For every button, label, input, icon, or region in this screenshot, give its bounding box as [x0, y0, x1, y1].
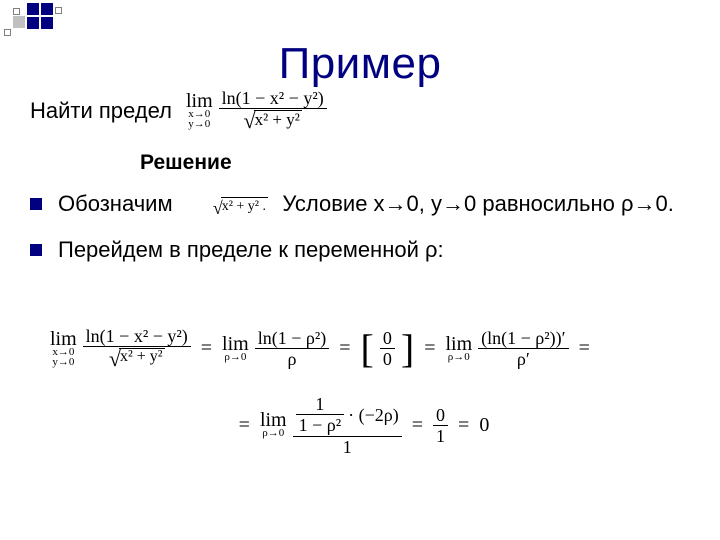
zero-over-zero: 0 0 [380, 328, 395, 369]
equation-block: lim x→0y→0 ln(1 − x² − y²) x² + y² = lim… [30, 326, 694, 479]
lim-xy: lim x→0y→0 [50, 330, 77, 368]
inline-assignment: x² + y² . [213, 199, 272, 218]
lim-rho-2: lim ρ→0 [445, 335, 472, 363]
bullet-marker [30, 198, 42, 210]
sqrt-denominator: x² + y² [244, 110, 302, 132]
final-result: 0 [479, 414, 489, 437]
frac-result: 0 1 [433, 405, 448, 446]
open-bracket: [ [361, 337, 374, 361]
problem-statement: Найти предел lim x→0y→0 ln(1 − x² − y²) … [30, 88, 694, 133]
lim-rho-3: lim ρ→0 [260, 411, 287, 439]
find-limit-text: Найти предел [30, 98, 172, 124]
lim-rho-1: lim ρ→0 [222, 335, 249, 363]
bullet-1: Обозначим x² + y² . Условие x→0, y→0 рав… [30, 189, 694, 221]
equation-row-1: lim x→0y→0 ln(1 − x² − y²) x² + y² = lim… [30, 326, 694, 371]
bullet-1-text: Обозначим x² + y² . Условие x→0, y→0 рав… [58, 189, 694, 221]
slide-title: Пример [0, 39, 720, 89]
bullet-2: Перейдем в пределе к переменной ρ: [30, 235, 694, 265]
slide-body: Найти предел lim x→0y→0 ln(1 − x² − y²) … [30, 88, 694, 279]
frac-deriv: (ln(1 − ρ²))′ ρ′ [478, 328, 568, 369]
sqrt-xy: x² + y² . [213, 197, 268, 217]
equation-row-2: = lim ρ→0 1 1 − ρ² · (−2ρ) 1 = 0 1 = 0 [30, 393, 694, 457]
frac-xy: ln(1 − x² − y²) x² + y² [83, 326, 191, 371]
close-bracket: ] [401, 337, 414, 361]
main-fraction: ln(1 − x² − y²) x² + y² [219, 88, 327, 133]
solution-heading: Решение [140, 151, 694, 175]
bullet-marker [30, 244, 42, 256]
bullet-2-text: Перейдем в пределе к переменной ρ: [58, 235, 694, 265]
limit-operator: lim x→0y→0 [186, 92, 213, 130]
frac-chain: 1 1 − ρ² · (−2ρ) 1 [293, 393, 402, 457]
frac-rho: ln(1 − ρ²) ρ [255, 328, 330, 369]
limit-sub: x→0y→0 [188, 110, 210, 130]
